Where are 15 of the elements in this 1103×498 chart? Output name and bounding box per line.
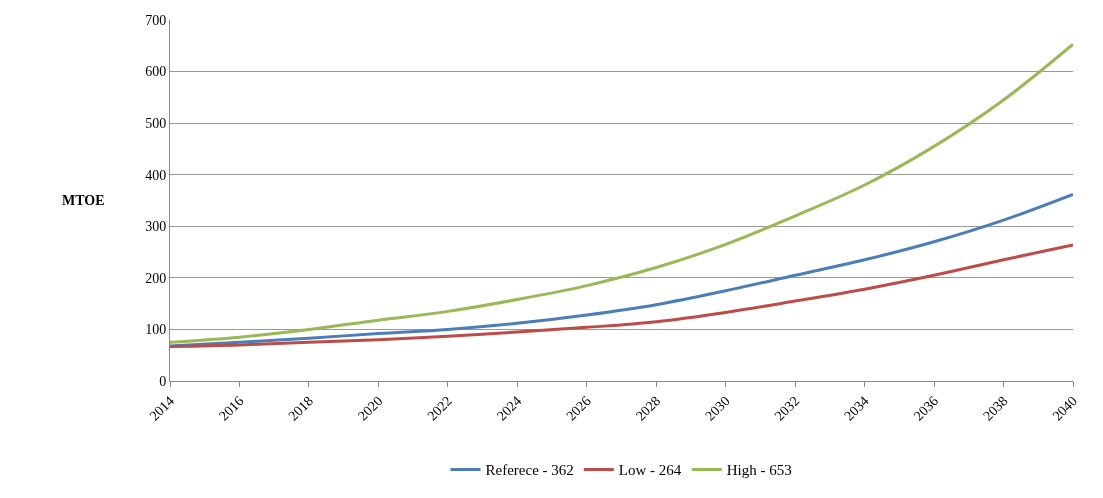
y-tick-label: 200	[145, 270, 167, 286]
y-tick-label: 600	[145, 64, 167, 80]
y-tick-label: 300	[145, 219, 167, 235]
legend-label: Referece - 362	[485, 462, 574, 479]
line-series	[170, 192, 1073, 348]
legend-label: Low - 264	[618, 462, 682, 479]
y-tick-label: 100	[145, 322, 167, 338]
y-tick-label: 700	[145, 12, 167, 28]
y-tick-label: 500	[145, 116, 167, 132]
line-series	[170, 243, 1073, 348]
y-tick-label: 0	[159, 373, 167, 389]
y-tick-label: 400	[145, 167, 167, 183]
line-series	[170, 42, 1073, 344]
y-axis-title: MTOE	[62, 193, 105, 208]
legend-label: High - 653	[726, 462, 792, 479]
